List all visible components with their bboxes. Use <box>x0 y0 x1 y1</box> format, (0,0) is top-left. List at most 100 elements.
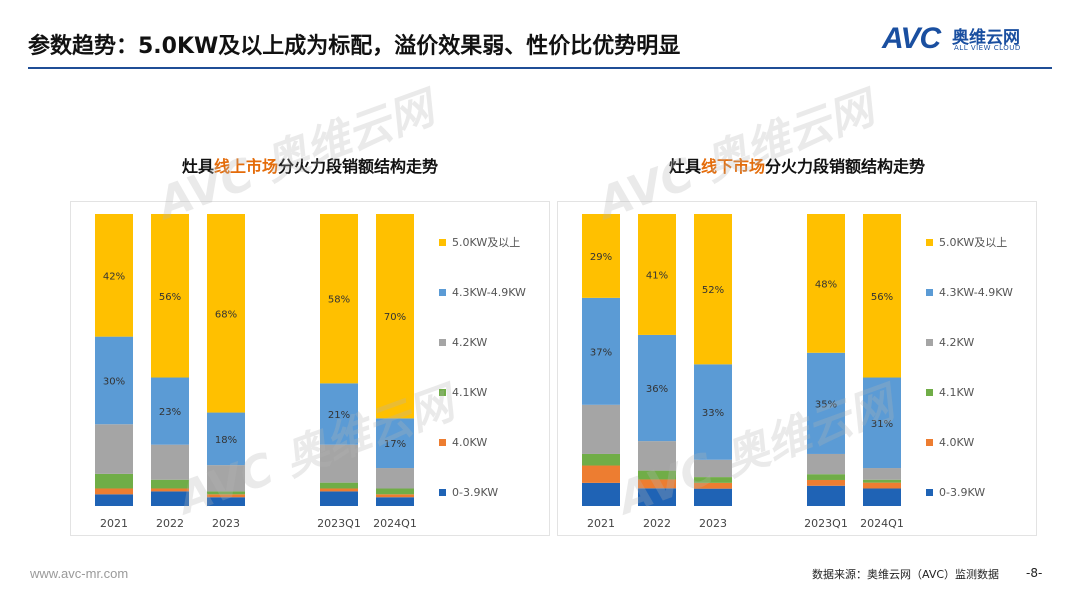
online-bar-2023q1-4-3kw-4-9kw <box>320 383 358 445</box>
offline-x-tick-2022: 2022 <box>643 517 671 530</box>
online-data-label-2024q1-4-3kw-4-9kw: 17% <box>384 439 406 450</box>
offline-bar-2022-5-0kw-plus <box>638 214 676 335</box>
offline-bar-2022-4-0kw <box>638 479 676 489</box>
online-title-prefix: 灶具 <box>181 157 214 176</box>
online-data-label-2022-5-0kw-plus: 56% <box>159 292 181 303</box>
offline-bar-2021-4-2kw <box>582 404 620 454</box>
offline-bar-2021-5-0kw-plus <box>582 214 620 298</box>
offline-bar-2023-5-0kw-plus <box>694 214 732 365</box>
offline-bar-2024q1-4-2kw <box>863 468 901 480</box>
online-chart-svg: 30% 42% 2021 23% 56% 2022 18% 68% 2023 21% 58% 2023… <box>95 214 526 530</box>
online-bar-2023q1-0-3-9kw <box>320 491 358 506</box>
offline-data-label-2022-5-0kw-plus: 41% <box>646 270 668 281</box>
online-bar-2021-4-2kw <box>95 424 133 474</box>
offline-bar-2021-4-3kw-4-9kw <box>582 297 620 405</box>
offline-x-tick-2023: 2023 <box>699 517 727 530</box>
offline-legend-swatch-4-2kw <box>926 339 933 346</box>
offline-chart-title: 灶具线下市场分火力段销额结构走势 <box>557 153 1037 177</box>
online-bar-2022-4-1kw <box>151 479 189 489</box>
online-x-tick-2023q1: 2023Q1 <box>317 517 361 530</box>
footer-source: 数据来源：奥维云网（AVC）监测数据 <box>812 568 1000 581</box>
online-bar-2023-5-0kw-plus <box>207 214 245 413</box>
offline-x-tick-2021: 2021 <box>587 517 615 530</box>
online-bar-2024q1-4-0kw <box>376 494 414 498</box>
offline-bar-2024q1-4-1kw <box>863 479 901 483</box>
online-legend-label-4-0kw: 4.0KW <box>452 436 487 449</box>
online-legend-label-0-3-9kw: 0-3.9KW <box>452 486 498 499</box>
offline-chart-svg: 37% 29% 2021 36% 41% 2022 33% 52% 2023 35% 48% 2023… <box>582 214 1013 530</box>
offline-bar-2023-0-3-9kw <box>694 488 732 506</box>
online-legend-swatch-4-1kw <box>439 389 446 396</box>
offline-bar-2023-4-1kw <box>694 477 732 483</box>
online-legend-label-4-3kw-4-9kw: 4.3KW-4.9KW <box>452 286 526 299</box>
offline-legend-swatch-4-1kw <box>926 389 933 396</box>
online-data-label-2023q1-4-3kw-4-9kw: 21% <box>328 410 350 421</box>
offline-data-label-2023q1-4-3kw-4-9kw: 35% <box>815 399 837 410</box>
logo-english-name: ALL VIEW CLOUD <box>954 44 1021 52</box>
offline-data-label-2024q1-4-3kw-4-9kw: 31% <box>871 419 893 430</box>
offline-bar-2023q1-0-3-9kw <box>807 485 845 506</box>
offline-legend-swatch-0-3-9kw <box>926 489 933 496</box>
online-title-highlight: 线上市场 <box>213 157 278 176</box>
online-data-label-2023q1-5-0kw-plus: 58% <box>328 295 350 306</box>
offline-x-tick-2023q1: 2023Q1 <box>804 517 848 530</box>
offline-title-highlight: 线下市场 <box>700 157 765 176</box>
offline-bar-2023q1-4-2kw <box>807 453 845 475</box>
offline-data-label-2024q1-5-0kw-plus: 56% <box>871 292 893 303</box>
offline-legend-label-4-0kw: 4.0KW <box>939 436 974 449</box>
online-bar-2022-4-0kw <box>151 488 189 492</box>
logo-chinese-name: 奥维云网 <box>952 28 1020 48</box>
footer-url: www.avc-mr.com <box>30 566 129 581</box>
online-x-tick-2023: 2023 <box>212 517 240 530</box>
online-chart-panel: 30% 42% 2021 23% 56% 2022 18% 68% 2023 21% 58% 2023… <box>70 201 550 536</box>
online-bar-2023-4-2kw <box>207 465 245 492</box>
offline-data-label-2023-5-0kw-plus: 52% <box>702 285 724 296</box>
online-data-label-2022-4-3kw-4-9kw: 23% <box>159 407 181 418</box>
offline-bar-2023q1-5-0kw-plus <box>807 214 845 353</box>
offline-data-label-2023-4-3kw-4-9kw: 33% <box>702 408 724 419</box>
offline-bar-2021-0-3-9kw <box>582 482 620 506</box>
online-legend-swatch-4-0kw <box>439 439 446 446</box>
online-x-tick-2021: 2021 <box>100 517 128 530</box>
offline-bar-2023-4-0kw <box>694 482 732 489</box>
offline-bar-2024q1-4-0kw <box>863 482 901 489</box>
online-chart-title: 灶具线上市场分火力段销额结构走势 <box>70 153 550 177</box>
online-bar-2023q1-4-1kw <box>320 482 358 489</box>
offline-bar-2023-4-2kw <box>694 459 732 478</box>
online-bar-2022-4-3kw-4-9kw <box>151 377 189 445</box>
online-bar-2022-4-2kw <box>151 444 189 480</box>
offline-bar-2023q1-4-0kw <box>807 479 845 486</box>
online-title-suffix: 分火力段销额结构走势 <box>278 157 439 176</box>
online-bar-2023q1-4-2kw <box>320 444 358 483</box>
offline-data-label-2023q1-5-0kw-plus: 48% <box>815 279 837 290</box>
online-bar-2024q1-0-3-9kw <box>376 497 414 506</box>
online-data-label-2021-4-3kw-4-9kw: 30% <box>103 376 125 387</box>
offline-bar-2023q1-4-1kw <box>807 474 845 480</box>
online-bar-2021-5-0kw-plus <box>95 214 133 337</box>
online-bar-2024q1-4-2kw <box>376 468 414 489</box>
online-x-tick-2024q1: 2024Q1 <box>373 517 417 530</box>
offline-data-label-2022-4-3kw-4-9kw: 36% <box>646 384 668 395</box>
offline-bar-2023-4-3kw-4-9kw <box>694 364 732 460</box>
online-legend-swatch-5-0kw-plus <box>439 239 446 246</box>
page-title: 参数趋势：5.0KW及以上成为标配，溢价效果弱、性价比优势明显 <box>28 34 681 59</box>
offline-bar-2022-4-2kw <box>638 441 676 471</box>
offline-title-prefix: 灶具 <box>668 157 701 176</box>
online-bar-2023q1-5-0kw-plus <box>320 214 358 384</box>
online-bar-2021-4-1kw <box>95 473 133 489</box>
online-bar-2021-0-3-9kw <box>95 494 133 506</box>
online-legend-label-4-1kw: 4.1KW <box>452 386 487 399</box>
online-bar-2024q1-5-0kw-plus <box>376 214 414 419</box>
online-bar-2023q1-4-0kw <box>320 488 358 492</box>
online-data-label-2023-5-0kw-plus: 68% <box>215 309 237 320</box>
title-divider <box>28 67 1052 69</box>
online-bar-2024q1-4-3kw-4-9kw <box>376 418 414 469</box>
online-bar-2023-4-3kw-4-9kw <box>207 412 245 466</box>
online-bar-2024q1-4-1kw <box>376 488 414 495</box>
offline-legend-label-0-3-9kw: 0-3.9KW <box>939 486 985 499</box>
online-bar-2021-4-0kw <box>95 488 133 495</box>
online-bar-2021-4-3kw-4-9kw <box>95 336 133 425</box>
page-number: -8- <box>1026 566 1043 580</box>
offline-x-tick-2024q1: 2024Q1 <box>860 517 904 530</box>
offline-bar-2021-4-1kw <box>582 453 620 466</box>
